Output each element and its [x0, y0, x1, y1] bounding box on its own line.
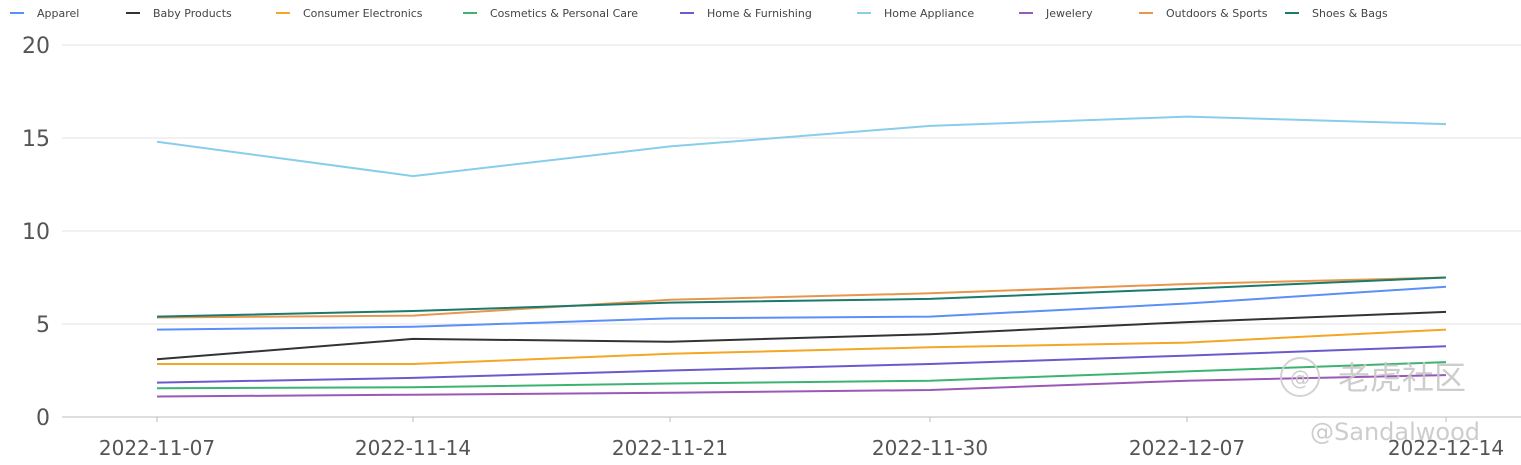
legend-item[interactable]: Outdoors & Sports — [1139, 7, 1268, 20]
legend-item[interactable]: Apparel — [10, 7, 79, 20]
legend-label: Consumer Electronics — [303, 7, 423, 20]
legend-item[interactable]: Shoes & Bags — [1285, 7, 1388, 20]
legend-label: Cosmetics & Personal Care — [490, 7, 638, 20]
series-line-outdoors-sports — [156, 276, 1447, 319]
x-tick-label: 2022-11-21 — [612, 436, 728, 460]
y-tick-label: 0 — [36, 406, 50, 431]
gridlines — [62, 44, 1521, 418]
series-line-home-appliance — [156, 115, 1447, 178]
watermark: @ 老虎社区 @Sandalwood — [1280, 357, 1480, 446]
series-line-shoes-bags — [156, 276, 1447, 318]
legend-label: Shoes & Bags — [1312, 7, 1388, 20]
legend-item[interactable]: Cosmetics & Personal Care — [463, 7, 638, 20]
legend-item[interactable]: Jewelery — [1019, 7, 1093, 20]
series-lines — [156, 115, 1447, 398]
x-axis-ticks: 2022-11-07 2022-11-14 2022-11-21 2022-11-30… — [99, 417, 1504, 460]
legend-item[interactable]: Home & Furnishing — [680, 7, 812, 20]
legend-item[interactable]: Baby Products — [126, 7, 232, 20]
x-tick-label: 2022-12-07 — [1129, 436, 1245, 460]
x-tick-label: 2022-11-30 — [872, 436, 988, 460]
series-line-baby-products — [156, 310, 1447, 361]
legend-label: Outdoors & Sports — [1166, 7, 1268, 20]
watermark-logo-glyph: @ — [1290, 366, 1310, 390]
watermark-logo-icon — [1280, 357, 1320, 397]
series-line-cosmetics-personal-care — [156, 361, 1447, 390]
watermark-logo-text: 老虎社区 — [1338, 359, 1466, 397]
watermark-handle: @Sandalwood — [1310, 418, 1480, 446]
x-tick-label: 2022-11-14 — [355, 436, 471, 460]
y-tick-label: 15 — [22, 127, 50, 152]
y-tick-label: 20 — [22, 34, 50, 59]
y-tick-label: 10 — [22, 220, 50, 245]
y-axis-ticks: 0 5 10 15 20 — [22, 34, 50, 431]
legend-item[interactable]: Home Appliance — [857, 7, 974, 20]
legend-label: Baby Products — [153, 7, 232, 20]
legend-label: Jewelery — [1045, 7, 1093, 20]
series-line-jewelery — [156, 374, 1447, 398]
legend: Apparel Baby Products Consumer Electronics… — [10, 7, 1388, 20]
series-line-consumer-electronics — [157, 328, 1447, 365]
x-tick-label: 2022-12-14 — [1388, 436, 1504, 460]
legend-label: Home Appliance — [884, 7, 974, 20]
legend-item[interactable]: Consumer Electronics — [276, 7, 423, 20]
series-line-apparel — [156, 285, 1447, 331]
legend-label: Home & Furnishing — [707, 7, 812, 20]
legend-label: Apparel — [37, 7, 79, 20]
series-line-home-furnishing — [156, 345, 1447, 384]
x-tick-label: 2022-11-07 — [99, 436, 215, 460]
y-tick-label: 5 — [36, 313, 50, 338]
